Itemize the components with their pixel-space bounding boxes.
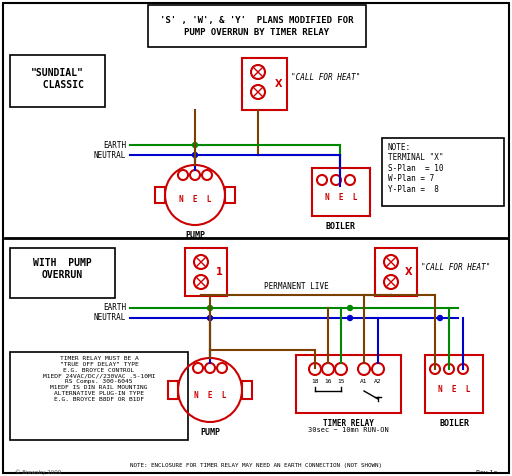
Circle shape bbox=[348, 316, 352, 320]
Text: NOTE:
TERMINAL "X"
S-Plan  = 10
W-Plan = 7
Y-Plan =  8: NOTE: TERMINAL "X" S-Plan = 10 W-Plan = … bbox=[388, 143, 443, 194]
Text: 16: 16 bbox=[324, 379, 332, 384]
Circle shape bbox=[437, 316, 442, 320]
Text: 'S' , 'W', & 'Y'  PLANS MODIFIED FOR: 'S' , 'W', & 'Y' PLANS MODIFIED FOR bbox=[160, 16, 354, 25]
Bar bbox=[242, 58, 287, 110]
Text: PERMANENT LIVE: PERMANENT LIVE bbox=[264, 282, 328, 291]
Text: BOILER: BOILER bbox=[439, 419, 469, 428]
Text: PUMP: PUMP bbox=[185, 231, 205, 240]
Text: 18: 18 bbox=[311, 379, 319, 384]
Text: TIMER RELAY: TIMER RELAY bbox=[323, 419, 373, 428]
Circle shape bbox=[348, 306, 352, 310]
Bar bbox=[10, 55, 105, 107]
Text: "CALL FOR HEAT": "CALL FOR HEAT" bbox=[421, 264, 490, 272]
Text: NEUTRAL: NEUTRAL bbox=[94, 150, 126, 159]
Text: "CALL FOR HEAT": "CALL FOR HEAT" bbox=[291, 73, 360, 82]
Circle shape bbox=[193, 152, 198, 158]
Text: N  E  L: N E L bbox=[194, 390, 226, 399]
Bar bbox=[148, 5, 366, 47]
Text: TIMER RELAY MUST BE A
"TRUE OFF DELAY" TYPE
E.G. BROYCE CONTROL
M1EDF 24VAC/DC//: TIMER RELAY MUST BE A "TRUE OFF DELAY" T… bbox=[42, 356, 155, 402]
Bar bbox=[375, 248, 417, 296]
Bar bbox=[382, 138, 504, 206]
Text: 15: 15 bbox=[337, 379, 345, 384]
Text: N  E  L: N E L bbox=[325, 194, 357, 202]
Bar bbox=[425, 355, 483, 413]
Circle shape bbox=[193, 142, 198, 148]
Text: X: X bbox=[406, 267, 413, 277]
Bar bbox=[10, 352, 188, 440]
Text: PUMP: PUMP bbox=[200, 428, 220, 437]
Text: N  E  L: N E L bbox=[438, 386, 470, 395]
Bar bbox=[296, 355, 401, 413]
Text: "SUNDIAL"
  CLASSIC: "SUNDIAL" CLASSIC bbox=[31, 68, 83, 89]
Bar bbox=[312, 168, 370, 216]
Text: © Brewsby 2009: © Brewsby 2009 bbox=[15, 469, 61, 475]
Bar bbox=[10, 248, 115, 298]
Text: 30sec ~ 10mn RUN-ON: 30sec ~ 10mn RUN-ON bbox=[308, 427, 389, 433]
Text: A2: A2 bbox=[374, 379, 382, 384]
Text: X: X bbox=[275, 79, 283, 89]
Bar bbox=[185, 248, 227, 296]
Text: Rev 1a: Rev 1a bbox=[476, 469, 497, 475]
Circle shape bbox=[207, 316, 212, 320]
Text: WITH  PUMP
OVERRUN: WITH PUMP OVERRUN bbox=[33, 258, 91, 279]
Bar bbox=[225, 187, 235, 203]
Text: BOILER: BOILER bbox=[326, 222, 356, 231]
Text: NOTE: ENCLOSURE FOR TIMER RELAY MAY NEED AN EARTH CONNECTION (NOT SHOWN): NOTE: ENCLOSURE FOR TIMER RELAY MAY NEED… bbox=[130, 464, 382, 468]
Circle shape bbox=[207, 306, 212, 310]
Text: A1: A1 bbox=[360, 379, 368, 384]
Bar bbox=[168, 381, 178, 399]
Text: EARTH: EARTH bbox=[103, 304, 126, 313]
Text: N  E  L: N E L bbox=[179, 195, 211, 204]
Bar bbox=[242, 381, 252, 399]
Text: EARTH: EARTH bbox=[103, 140, 126, 149]
Text: 1: 1 bbox=[216, 267, 222, 277]
Text: NEUTRAL: NEUTRAL bbox=[94, 314, 126, 323]
Text: PUMP OVERRUN BY TIMER RELAY: PUMP OVERRUN BY TIMER RELAY bbox=[184, 28, 330, 37]
Bar bbox=[155, 187, 165, 203]
